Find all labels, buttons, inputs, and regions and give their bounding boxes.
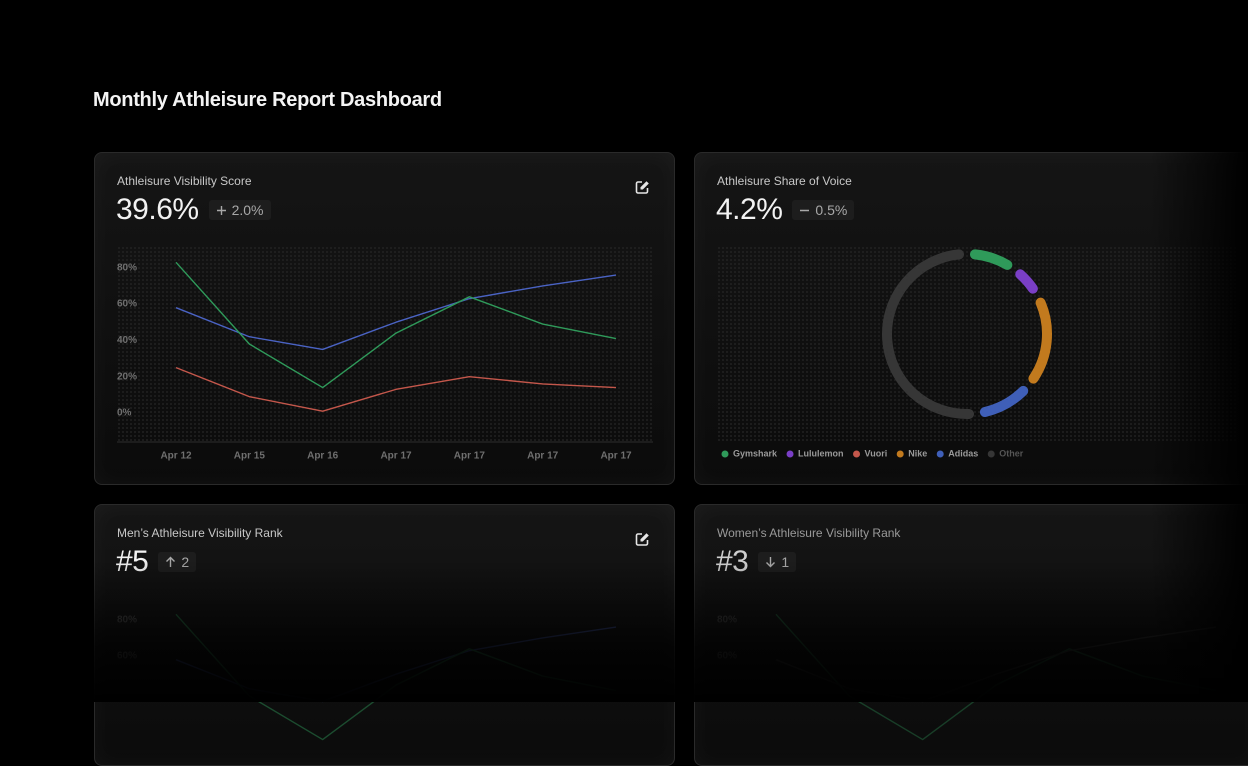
donut-segment [1028,297,1052,384]
arrow-up-icon [166,556,176,567]
kpi-value: 4.2% [716,193,783,226]
series-line [175,261,617,389]
donut-segment [979,385,1029,417]
series-line [175,626,617,703]
legend-swatch [786,450,794,458]
delta-badge: 2 [158,552,197,572]
card: 60% 80% Men’s Athleisure Visibility Rank … [94,504,675,766]
legend-swatch [936,450,944,458]
edit-button[interactable] [635,532,650,547]
card: Gymshark Lululemon Vuori Nike Adidas Other At… [694,152,1248,485]
y-tick-label: 60% [717,651,737,662]
x-tick-label: Apr 17 [380,451,412,462]
kpi: #3 1 [716,545,797,579]
delta-badge: 1 [758,552,797,572]
legend-label: Lululemon [798,448,844,458]
kpi-value: #5 [116,545,149,578]
card: 0% 20% 40% 60% 80% Apr 12 Apr 15 Apr 16 Apr 17 Ap… [94,152,675,485]
card: 60% 80% Women’s Athleisure Visibility Ran… [694,504,1248,766]
x-tick-label: Apr 16 [307,451,339,462]
donut-segment [1015,269,1038,294]
legend-label: Other [999,448,1024,458]
kpi: 4.2% 0.5% [716,193,855,227]
kpi: #5 2 [116,545,197,579]
line-chart: 60% 80% [717,613,1217,741]
card-title: Men’s Athleisure Visibility Rank [117,526,283,540]
series-line [175,366,617,412]
y-tick-label: 80% [717,614,737,625]
page-title: Monthly Athleisure Report Dashboard [93,89,442,111]
card-title: Women’s Athleisure Visibility Rank [717,526,901,540]
x-tick-label: Apr 15 [234,451,266,462]
x-tick-label: Apr 17 [527,451,559,462]
card-title: Athleisure Visibility Score [117,174,252,188]
card-title: Athleisure Share of Voice [717,174,852,188]
delta-badge: 2.0% [208,200,271,220]
plus-icon [216,205,226,215]
y-tick-label: 60% [117,651,137,662]
edit-button[interactable] [635,180,650,195]
x-tick-label: Apr 12 [160,451,192,462]
line-chart: 60% 80% [117,613,617,741]
delta-value: 2.0% [231,202,264,218]
series-line [775,613,1217,741]
series-line [775,626,1217,703]
delta-badge: 0.5% [792,200,855,220]
y-tick-label: 0% [117,408,132,419]
y-tick-label: 40% [117,335,137,346]
legend-swatch [853,450,861,458]
kpi-value: 39.6% [116,193,199,226]
line-chart: 0% 20% 40% 60% 80% Apr 12 Apr 15 Apr 16 Apr 17 Ap… [117,261,653,462]
y-tick-label: 80% [117,262,137,273]
series-line [175,613,617,741]
arrow-down-icon [766,557,776,568]
kpi-value: #3 [716,545,749,578]
legend-swatch [896,450,904,458]
minus-icon [800,209,810,211]
y-tick-label: 20% [117,371,137,382]
legend-label: Nike [908,448,927,458]
delta-value: 2 [181,554,190,570]
donut-segment [969,249,1013,270]
delta-value: 0.5% [815,202,848,218]
donut-segment [882,249,975,419]
y-tick-label: 60% [117,299,137,310]
legend-label: Vuori [865,448,888,458]
legend-label: Adidas [948,448,978,458]
legend-label: Gymshark [733,448,778,458]
delta-value: 1 [781,554,790,570]
donut-chart: Gymshark Lululemon Vuori Nike Adidas Other [721,249,1052,458]
legend-swatch [721,450,729,458]
y-tick-label: 80% [117,614,137,625]
series-line [175,274,617,351]
x-tick-label: Apr 17 [454,451,486,462]
dot-grid [117,246,653,442]
legend-swatch [987,450,995,458]
kpi: 39.6% 2.0% [116,193,271,227]
x-tick-label: Apr 17 [600,451,632,462]
